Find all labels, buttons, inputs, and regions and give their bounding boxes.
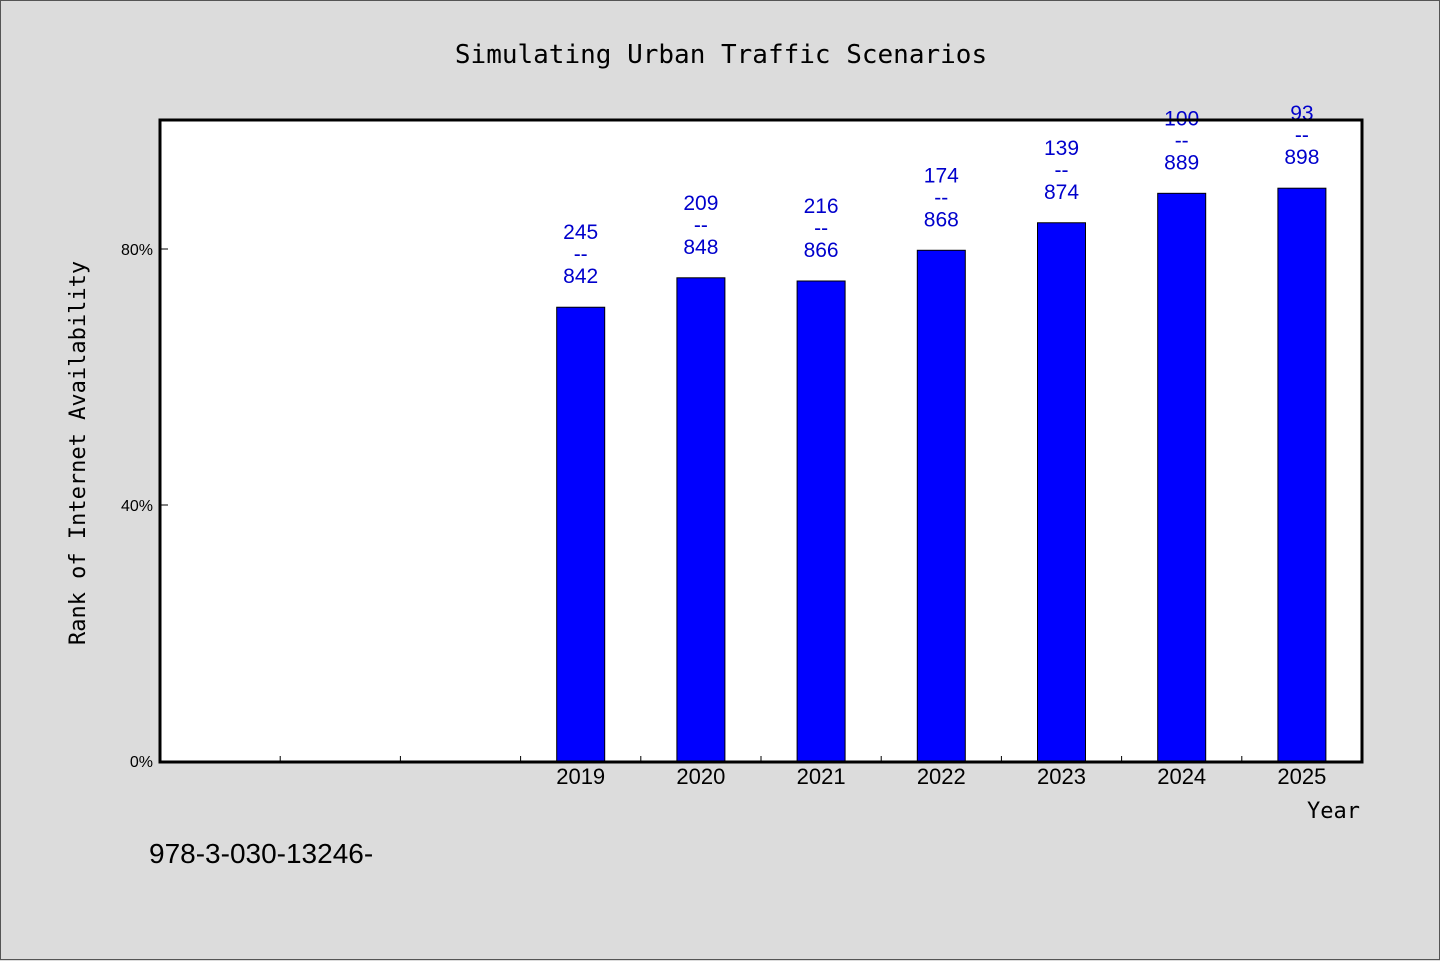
- bar-2023: [1037, 222, 1086, 762]
- data-label-bottom-2023: 874: [1044, 181, 1079, 204]
- data-label-top-2019: 245: [563, 221, 598, 244]
- x-tick-label-2024: 2024: [1157, 764, 1206, 789]
- data-label-bottom-2021: 866: [804, 239, 839, 262]
- data-label-top-2021: 216: [804, 195, 839, 218]
- data-label-top-2023: 139: [1044, 137, 1079, 160]
- x-tick-label-2020: 2020: [676, 764, 725, 789]
- data-label-top-2025: 93: [1290, 102, 1313, 125]
- y-tick-label-0: 0%: [130, 754, 153, 771]
- data-label-sep-2025: --: [1295, 124, 1309, 147]
- x-tick-label-2022: 2022: [917, 764, 966, 789]
- plot-border: [158, 118, 1364, 764]
- x-tick-label-2023: 2023: [1037, 764, 1086, 789]
- y-axis-ticks: 0% 40% 80%: [121, 242, 168, 771]
- data-label-bottom-2022: 868: [924, 208, 959, 231]
- bar-2025: [1277, 187, 1327, 762]
- bar-2024: [1157, 192, 1207, 762]
- data-label-top-2020: 209: [683, 192, 718, 215]
- y-tick-label-40: 40%: [121, 498, 153, 515]
- footer-text: 978-3-030-13246-: [149, 838, 373, 869]
- x-axis-label: Year: [1307, 799, 1360, 824]
- data-label-sep-2023: --: [1055, 159, 1069, 182]
- data-label-sep-2022: --: [934, 186, 948, 209]
- bars-group: [556, 187, 1327, 762]
- y-axis-label: Rank of Internet Availability: [66, 261, 91, 645]
- data-label-bottom-2019: 842: [563, 265, 598, 288]
- data-label-top-2022: 174: [924, 164, 959, 187]
- bar-2019: [556, 306, 606, 762]
- y-tick-label-80: 80%: [121, 242, 153, 259]
- data-label-sep-2024: --: [1175, 129, 1189, 152]
- x-tick-label-2025: 2025: [1277, 764, 1326, 789]
- x-tick-label-2019: 2019: [556, 764, 605, 789]
- x-tick-label-2021: 2021: [797, 764, 846, 789]
- chart-title: Simulating Urban Traffic Scenarios: [455, 40, 987, 70]
- data-label-bottom-2025: 898: [1284, 146, 1319, 169]
- bar-2020: [676, 277, 726, 762]
- data-label-bottom-2020: 848: [683, 236, 718, 259]
- data-label-sep-2019: --: [574, 243, 588, 266]
- data-label-sep-2021: --: [814, 217, 828, 240]
- data-label-bottom-2024: 889: [1164, 151, 1199, 174]
- bar-2021: [796, 280, 846, 762]
- data-labels-group: 245--842209--848216--866174--868139--874…: [563, 102, 1319, 288]
- bar-2022: [916, 249, 966, 762]
- data-label-sep-2020: --: [694, 214, 708, 237]
- x-axis-ticks: 2019 2020 2021 2022 2023 2024 2025: [279, 756, 1326, 789]
